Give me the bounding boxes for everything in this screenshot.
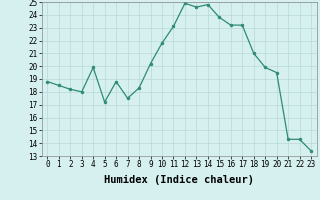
X-axis label: Humidex (Indice chaleur): Humidex (Indice chaleur) xyxy=(104,175,254,185)
